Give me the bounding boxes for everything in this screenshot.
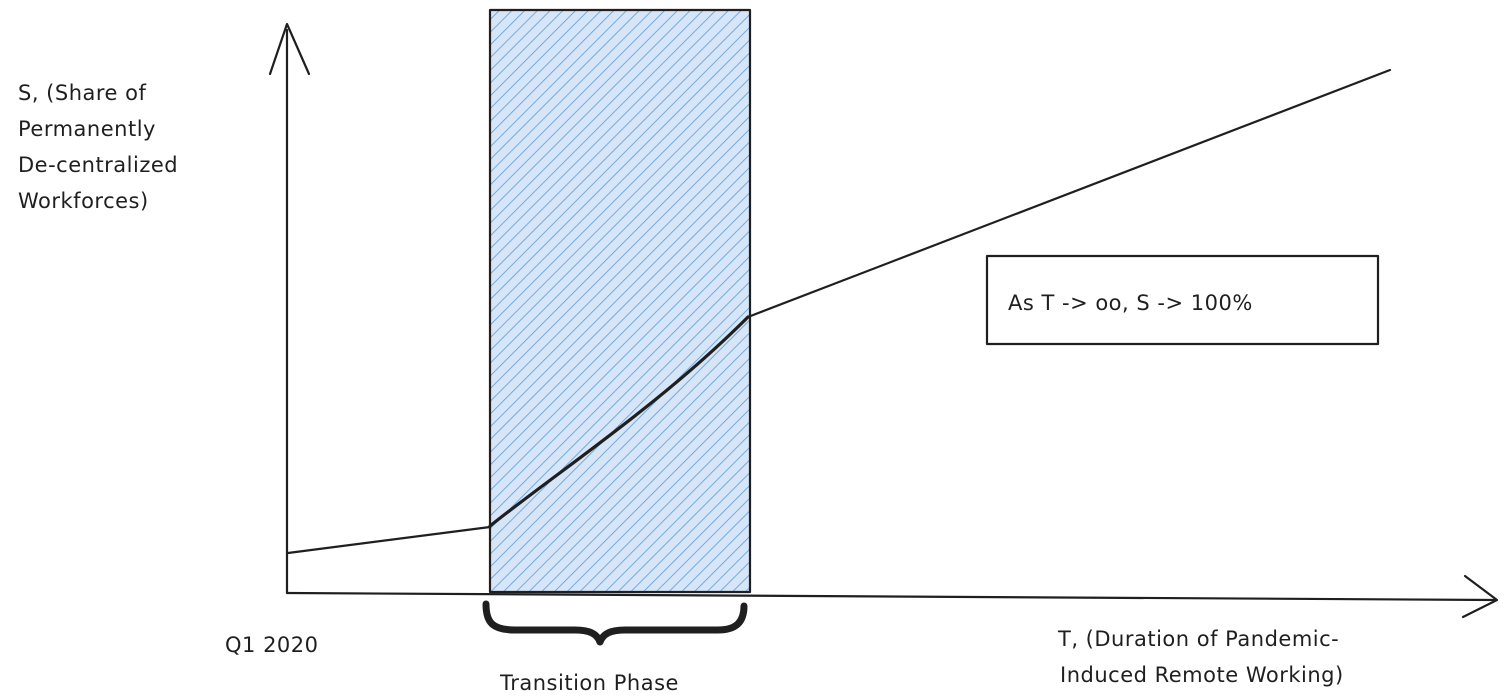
region-label: Transition Phase xyxy=(499,671,679,695)
x-axis xyxy=(285,574,1499,619)
x-axis-label-line: Induced Remote Working) xyxy=(1060,663,1344,687)
y-axis-label-line: Workforces) xyxy=(18,189,149,213)
trend-line xyxy=(286,68,1392,555)
origin-label: Q1 2020 xyxy=(225,633,319,657)
trend-segment-post xyxy=(746,68,1392,319)
y-axis-label-line: Permanently xyxy=(18,117,156,141)
x-axis-arrowhead xyxy=(1461,574,1499,619)
transition-region xyxy=(488,8,752,594)
callout: As T -> oo, S -> 100% xyxy=(985,254,1380,346)
y-axis xyxy=(268,22,311,595)
callout-text: As T -> oo, S -> 100% xyxy=(1008,291,1253,315)
trend-segment-pre xyxy=(286,525,492,555)
x-axis-label-line: T, (Duration of Pandemic- xyxy=(1057,627,1339,651)
trend-segment-transition xyxy=(488,315,750,528)
x-axis-label: T, (Duration of Pandemic- Induced Remote… xyxy=(1057,627,1344,687)
y-axis-arrowhead xyxy=(268,22,311,76)
y-axis-label: S, (Share of Permanently De-centralized … xyxy=(18,81,178,213)
transition-brace xyxy=(482,600,748,646)
y-axis-label-line: De-centralized xyxy=(18,153,178,177)
y-axis-label-line: S, (Share of xyxy=(18,81,146,105)
